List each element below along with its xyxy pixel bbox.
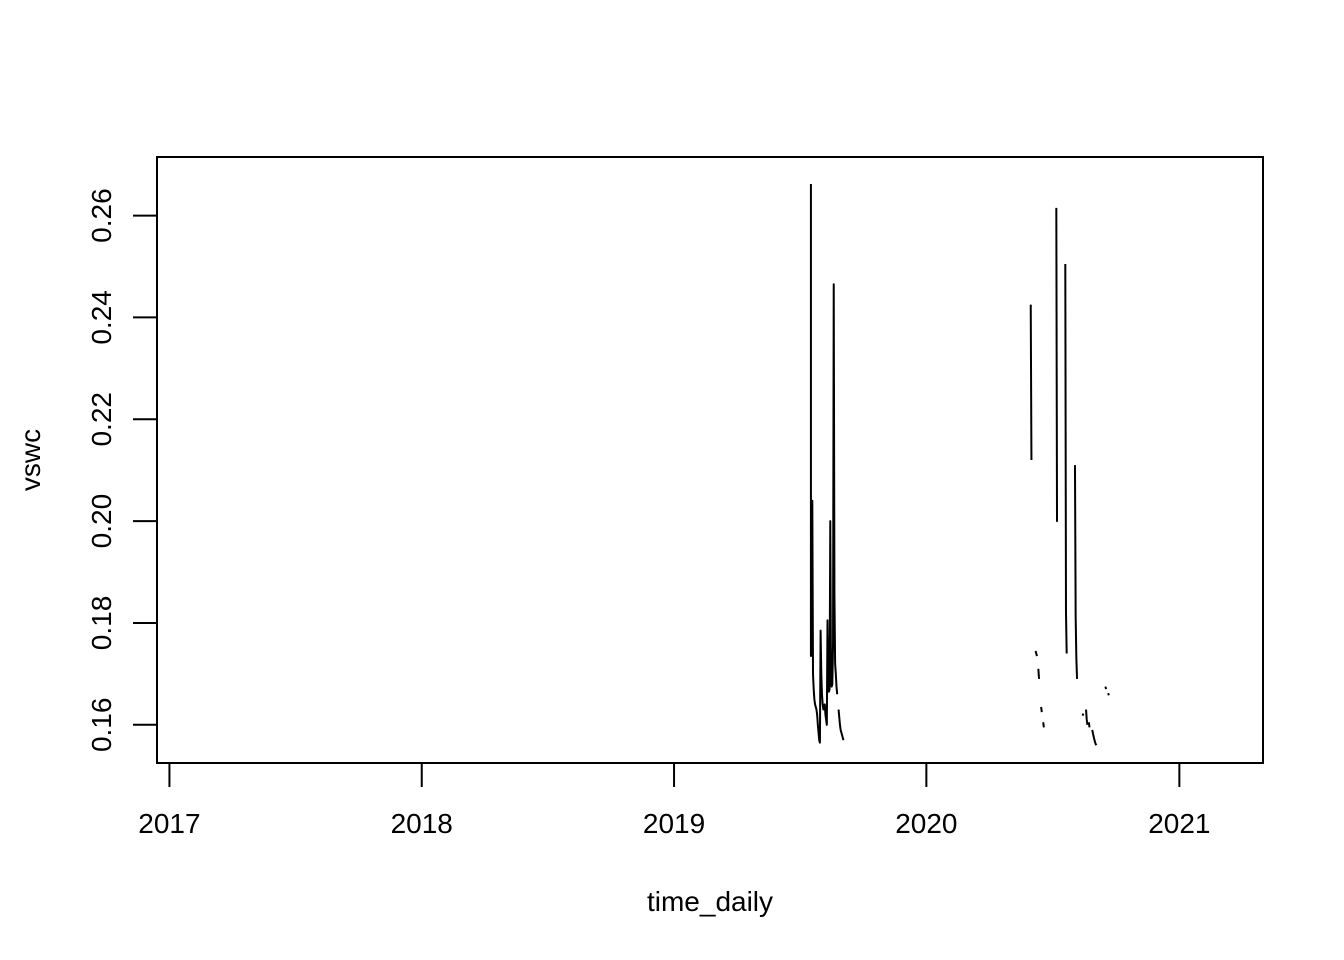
series-line-segment [837,709,845,741]
y-tick-label: 0.20 [86,494,117,549]
y-tick-label: 0.26 [86,188,117,243]
y-tick-label: 0.24 [86,290,117,345]
series-line-segment [1037,668,1041,680]
x-axis: 2017 2018 2019 2020 2021 [138,762,1211,839]
series-line-segment [1040,706,1043,713]
series-line-segment [1055,207,1059,523]
x-axis-title: time_daily [647,886,773,917]
series-line-segment [1104,686,1108,690]
series-line-segment [1107,692,1110,696]
series-line-segment [1029,304,1033,461]
series-line-segment [1073,465,1079,680]
series-line-segment [1085,709,1089,725]
series-line-segment [1087,722,1091,728]
x-tick-label: 2020 [895,808,957,839]
plot-frame [156,156,1264,764]
x-tick-label: 2018 [391,808,453,839]
series-line-segment [809,183,839,744]
series-line-segment [1034,650,1038,657]
series-line-segment [1081,713,1085,716]
y-tick-label: 0.22 [86,392,117,447]
y-tick-label: 0.16 [86,698,117,753]
x-tick-label: 2021 [1148,808,1210,839]
series-layer [809,183,1110,746]
y-tick-label: 0.18 [86,596,117,651]
series-line-segment [1091,729,1098,746]
x-tick-label: 2017 [138,808,200,839]
x-tick-label: 2019 [643,808,705,839]
series-line-segment [1064,263,1068,654]
y-axis-title: vswc [15,429,46,491]
series-line-segment [1042,722,1045,728]
y-axis: 0.16 0.18 0.20 0.22 0.24 0.26 [86,188,158,753]
